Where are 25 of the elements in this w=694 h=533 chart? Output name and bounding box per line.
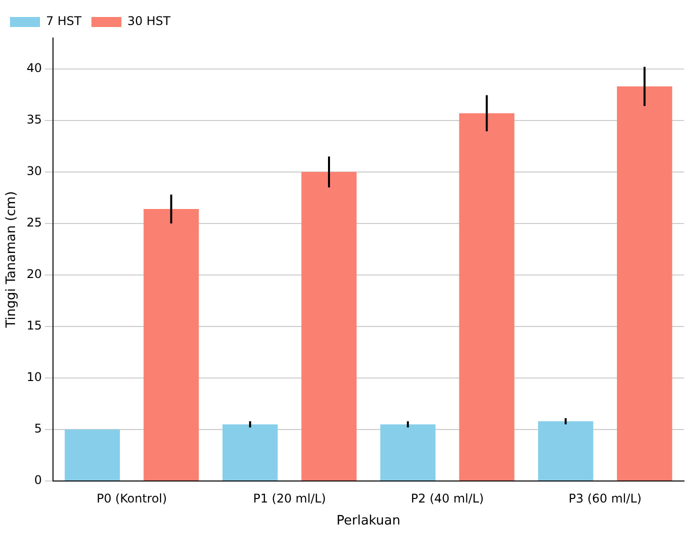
bar <box>380 424 436 480</box>
y-tick-label: 20 <box>26 267 42 282</box>
bar <box>538 421 594 480</box>
bar <box>64 429 120 480</box>
x-tick-label: P1 (20 ml/L) <box>253 491 326 506</box>
y-tick-label: 5 <box>34 422 42 436</box>
bar <box>459 113 514 480</box>
bar <box>301 172 357 480</box>
y-tick-label: 10 <box>26 370 42 384</box>
y-tick-label: 0 <box>34 473 42 488</box>
y-tick-label: 30 <box>26 164 42 178</box>
x-tick-label: P0 (Kontrol) <box>96 491 167 506</box>
x-tick-label: P3 (60 ml/L) <box>568 491 642 506</box>
bar <box>616 86 672 480</box>
legend-label: 30 HST <box>127 14 172 28</box>
x-tick-label: P2 (40 ml/L) <box>410 491 484 506</box>
y-tick-label: 35 <box>26 112 42 127</box>
y-axis-title: Tinggi Tanaman (cm) <box>4 191 20 329</box>
y-tick-label: 40 <box>26 61 42 76</box>
x-axis-title: Perlakuan <box>336 514 400 529</box>
bar <box>144 209 199 480</box>
y-tick-label: 15 <box>26 318 42 333</box>
legend-label: 7 HST <box>46 14 82 28</box>
bar <box>222 424 278 480</box>
y-tick-label: 25 <box>26 216 42 230</box>
